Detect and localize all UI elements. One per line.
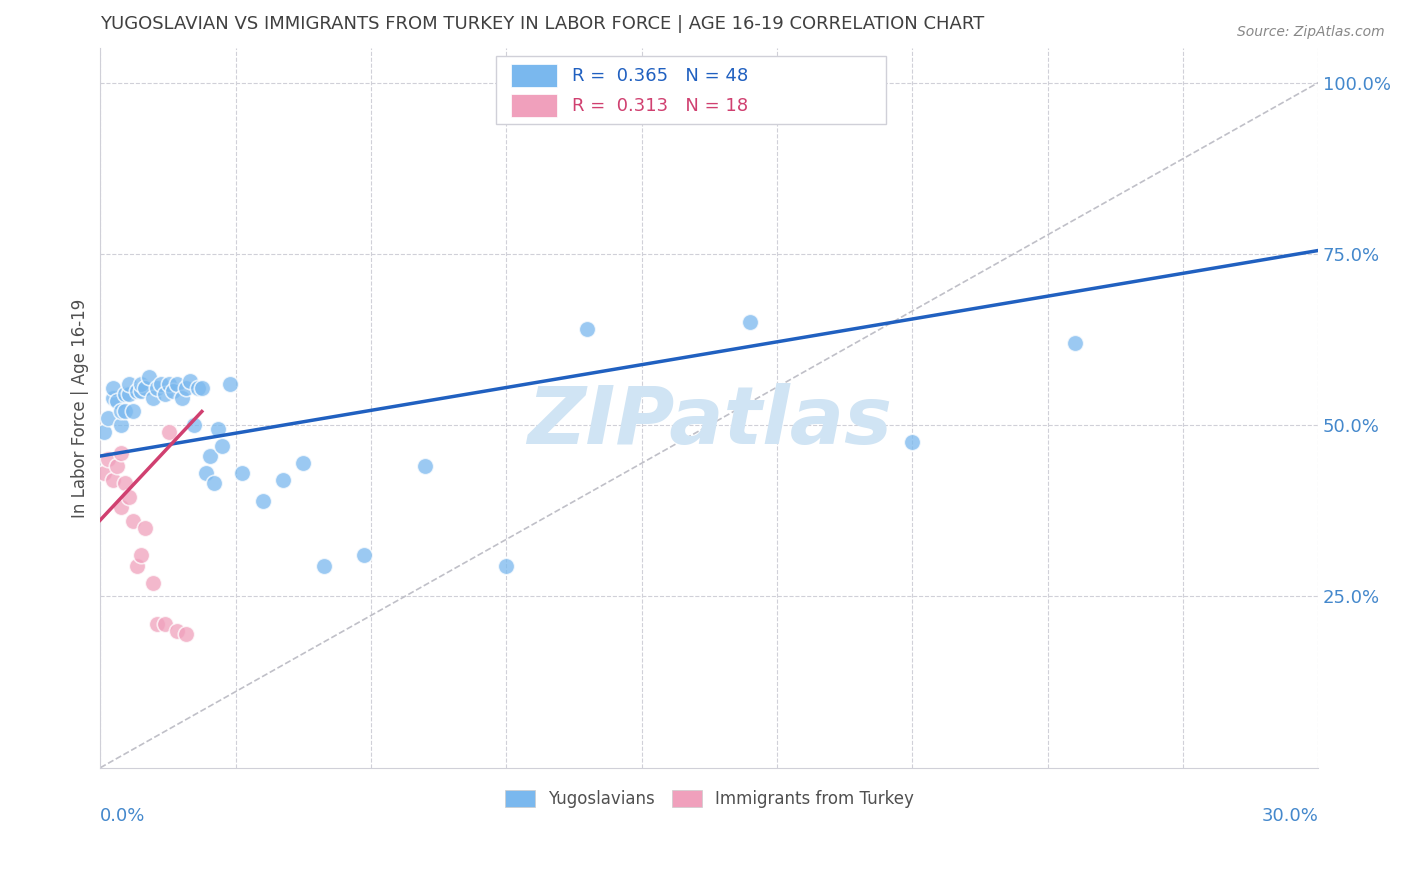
Point	[110, 418, 132, 433]
Text: 0.0%: 0.0%	[100, 807, 146, 825]
Point	[738, 315, 761, 329]
Point	[901, 435, 924, 450]
Point	[134, 521, 156, 535]
Point	[118, 377, 141, 392]
Point	[155, 616, 177, 631]
Point	[166, 624, 188, 638]
Point	[219, 377, 242, 392]
Y-axis label: In Labor Force | Age 16-19: In Labor Force | Age 16-19	[72, 299, 89, 517]
Point	[150, 377, 173, 392]
Point	[576, 322, 599, 336]
Point	[292, 456, 315, 470]
Point	[194, 466, 217, 480]
Point	[129, 549, 152, 563]
Point	[146, 616, 169, 631]
Point	[1063, 336, 1085, 351]
Point	[105, 459, 128, 474]
Point	[125, 558, 148, 573]
Text: YUGOSLAVIAN VS IMMIGRANTS FROM TURKEY IN LABOR FORCE | AGE 16-19 CORRELATION CHA: YUGOSLAVIAN VS IMMIGRANTS FROM TURKEY IN…	[100, 15, 984, 33]
Point	[118, 387, 141, 401]
Text: R =  0.365   N = 48: R = 0.365 N = 48	[572, 67, 748, 85]
Text: ZIPatlas: ZIPatlas	[527, 384, 891, 461]
Point	[187, 380, 209, 394]
Point	[211, 439, 233, 453]
Legend: Yugoslavians, Immigrants from Turkey: Yugoslavians, Immigrants from Turkey	[499, 785, 918, 814]
Point	[134, 380, 156, 394]
Point	[114, 387, 136, 401]
Point	[271, 473, 294, 487]
Point	[125, 384, 148, 398]
Point	[157, 377, 180, 392]
Point	[157, 425, 180, 439]
Point	[121, 404, 143, 418]
Text: Source: ZipAtlas.com: Source: ZipAtlas.com	[1237, 25, 1385, 39]
Point	[170, 391, 193, 405]
Point	[97, 452, 120, 467]
Point	[101, 380, 124, 394]
Point	[121, 514, 143, 528]
Text: R =  0.313   N = 18: R = 0.313 N = 18	[572, 96, 748, 114]
Point	[353, 549, 375, 563]
Point	[166, 377, 188, 392]
Point	[312, 558, 335, 573]
Point	[110, 445, 132, 459]
Point	[155, 387, 177, 401]
Point	[142, 575, 165, 590]
Point	[129, 384, 152, 398]
Point	[114, 476, 136, 491]
Point	[202, 476, 225, 491]
Point	[93, 466, 115, 480]
Point	[162, 384, 184, 398]
FancyBboxPatch shape	[496, 55, 886, 124]
Point	[179, 374, 201, 388]
Point	[93, 425, 115, 439]
Point	[105, 394, 128, 409]
Point	[129, 377, 152, 392]
Point	[146, 380, 169, 394]
Point	[183, 418, 205, 433]
Point	[198, 449, 221, 463]
Point	[110, 404, 132, 418]
Point	[101, 473, 124, 487]
Point	[138, 370, 160, 384]
Text: 30.0%: 30.0%	[1261, 807, 1319, 825]
Point	[174, 627, 197, 641]
Point	[495, 558, 517, 573]
Point	[101, 391, 124, 405]
Point	[118, 490, 141, 504]
Point	[110, 500, 132, 515]
FancyBboxPatch shape	[510, 64, 557, 87]
Point	[114, 404, 136, 418]
Point	[191, 380, 214, 394]
Point	[413, 459, 436, 474]
Point	[142, 391, 165, 405]
Point	[97, 411, 120, 425]
FancyBboxPatch shape	[510, 94, 557, 117]
Point	[252, 493, 274, 508]
Point	[174, 380, 197, 394]
Point	[231, 466, 253, 480]
Point	[207, 422, 229, 436]
